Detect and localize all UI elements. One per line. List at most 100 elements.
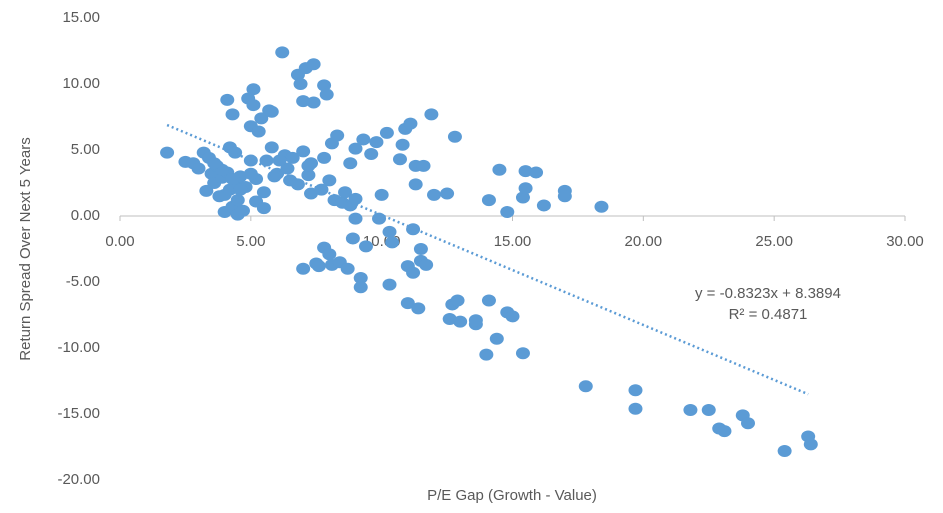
point bbox=[364, 147, 379, 160]
x-tick-label: 0.00 bbox=[105, 233, 134, 250]
point bbox=[777, 444, 792, 457]
point bbox=[489, 332, 504, 345]
point bbox=[400, 297, 415, 310]
point bbox=[306, 58, 321, 71]
point bbox=[411, 302, 426, 315]
point bbox=[358, 240, 373, 253]
point bbox=[406, 266, 421, 279]
point bbox=[330, 129, 345, 142]
point bbox=[228, 146, 243, 159]
point bbox=[296, 95, 311, 108]
point bbox=[374, 188, 389, 201]
point bbox=[353, 272, 368, 285]
point bbox=[683, 404, 698, 417]
point bbox=[285, 151, 300, 164]
point bbox=[427, 188, 441, 201]
point bbox=[225, 108, 240, 121]
point bbox=[256, 202, 271, 215]
point bbox=[468, 314, 483, 327]
point bbox=[717, 425, 732, 438]
point bbox=[348, 142, 363, 155]
point bbox=[191, 162, 206, 175]
point bbox=[382, 225, 397, 238]
point bbox=[235, 204, 250, 217]
point bbox=[481, 294, 496, 307]
point bbox=[628, 402, 643, 415]
point bbox=[311, 260, 326, 273]
point bbox=[356, 133, 371, 146]
y-tick-label: 10.00 bbox=[62, 75, 100, 92]
point bbox=[259, 154, 274, 167]
point bbox=[447, 130, 462, 143]
point bbox=[450, 294, 465, 307]
x-tick-label: 15.00 bbox=[494, 233, 532, 250]
point bbox=[256, 186, 271, 199]
point bbox=[160, 146, 175, 159]
point bbox=[413, 243, 428, 255]
y-tick-label: 0.00 bbox=[71, 207, 100, 224]
point bbox=[275, 46, 290, 59]
point bbox=[317, 151, 332, 164]
point bbox=[741, 417, 755, 430]
trendline-equation: y = -0.8323x + 8.3894 bbox=[695, 285, 841, 302]
point bbox=[578, 380, 593, 393]
point bbox=[338, 186, 353, 199]
point bbox=[348, 192, 363, 205]
point bbox=[479, 348, 494, 361]
r-squared: R² = 0.4871 bbox=[729, 306, 808, 323]
point bbox=[406, 223, 421, 236]
point bbox=[272, 154, 287, 167]
y-tick-label: -15.00 bbox=[57, 405, 100, 422]
y-tick-label: -5.00 bbox=[66, 273, 100, 290]
point bbox=[225, 173, 240, 186]
point bbox=[529, 166, 544, 179]
point bbox=[293, 78, 308, 90]
point bbox=[803, 438, 818, 451]
x-tick-label: 20.00 bbox=[625, 233, 663, 250]
x-tick-label: 25.00 bbox=[755, 233, 793, 250]
point bbox=[416, 159, 431, 172]
point bbox=[254, 112, 269, 125]
point bbox=[379, 126, 394, 139]
point bbox=[701, 404, 716, 417]
trendline bbox=[166, 123, 809, 396]
point bbox=[353, 281, 368, 294]
point bbox=[251, 125, 266, 138]
point bbox=[382, 278, 397, 291]
point bbox=[199, 184, 214, 197]
point bbox=[207, 157, 222, 170]
point bbox=[395, 138, 410, 151]
point bbox=[246, 99, 261, 112]
point bbox=[343, 157, 358, 170]
point bbox=[481, 194, 496, 207]
point bbox=[594, 200, 609, 213]
point bbox=[264, 141, 279, 154]
point bbox=[296, 145, 311, 158]
point bbox=[243, 167, 258, 180]
point bbox=[306, 96, 321, 109]
point bbox=[515, 191, 530, 204]
point bbox=[557, 190, 572, 203]
y-axis-title: Return Spread Over Next 5 Years bbox=[17, 137, 34, 360]
point bbox=[518, 165, 533, 178]
point bbox=[505, 310, 520, 323]
point bbox=[419, 258, 434, 271]
point bbox=[372, 212, 387, 225]
y-tick-label: 15.00 bbox=[62, 9, 100, 26]
y-tick-label: 5.00 bbox=[71, 141, 100, 158]
point bbox=[403, 117, 418, 130]
point bbox=[518, 182, 533, 195]
point bbox=[301, 159, 316, 172]
point bbox=[385, 236, 400, 249]
point bbox=[340, 262, 355, 275]
point bbox=[628, 384, 643, 397]
point bbox=[280, 162, 295, 175]
point bbox=[220, 93, 235, 106]
x-axis-title: P/E Gap (Growth - Value) bbox=[427, 487, 597, 504]
point bbox=[492, 163, 507, 176]
point bbox=[264, 105, 279, 118]
x-tick-label: 5.00 bbox=[236, 233, 265, 250]
point bbox=[515, 347, 530, 360]
point bbox=[301, 169, 316, 182]
